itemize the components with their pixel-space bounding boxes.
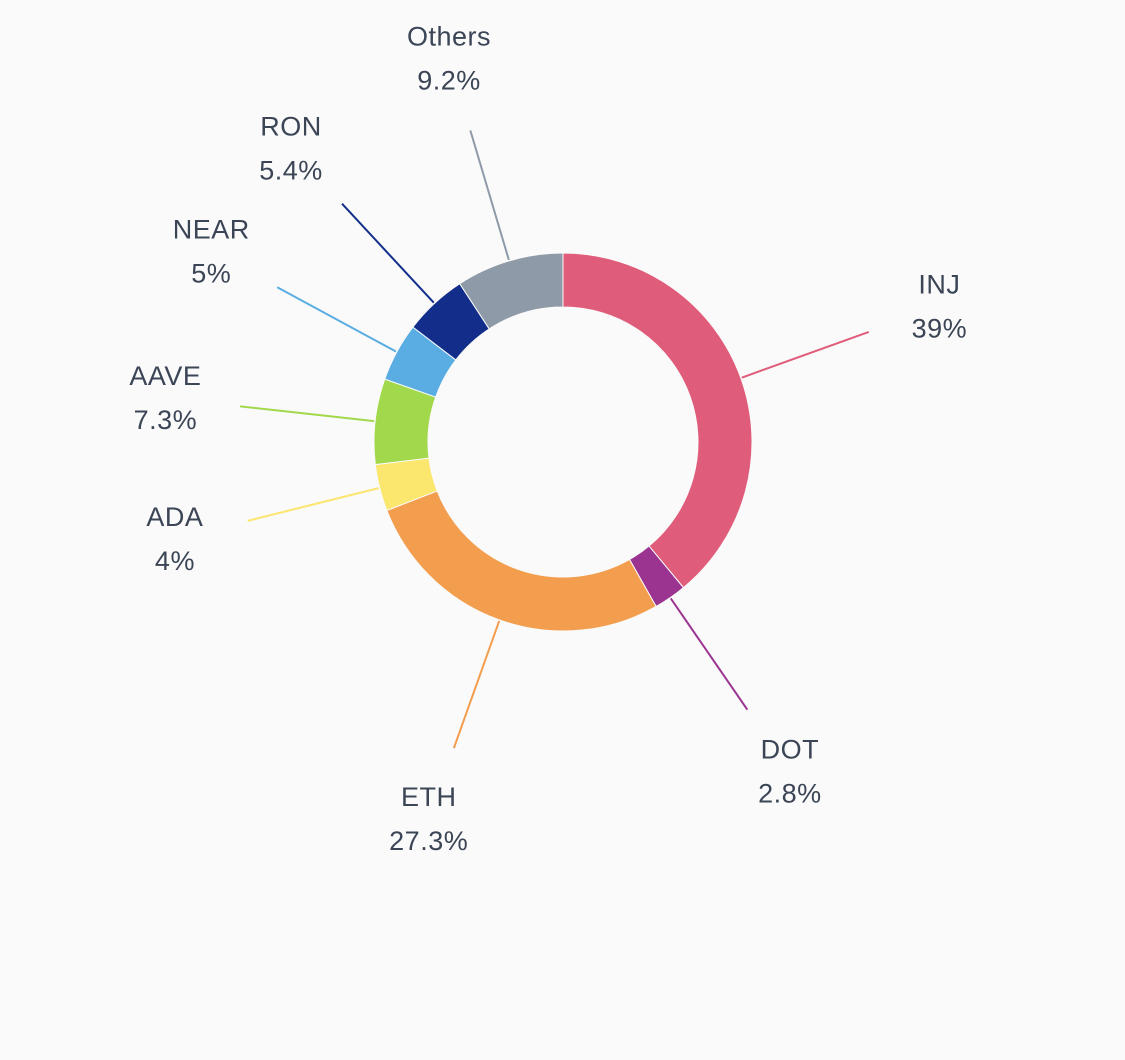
leader-line-near (276, 286, 397, 353)
label-value-others: 9.2% (417, 66, 481, 96)
label-value-inj: 39% (912, 314, 968, 344)
label-value-near: 5% (191, 259, 231, 289)
slice-eth[interactable] (386, 490, 657, 632)
leader-line-ada (247, 487, 379, 522)
leader-line-dot (669, 597, 749, 711)
leader-line-inj (741, 330, 870, 379)
label-name-eth: ETH (401, 782, 457, 812)
label-name-dot: DOT (761, 734, 820, 764)
slice-others[interactable] (459, 252, 564, 330)
label-value-ada: 4% (155, 546, 195, 576)
leader-lines (239, 130, 870, 749)
slice-inj[interactable] (562, 252, 753, 589)
label-name-near: NEAR (173, 215, 250, 245)
label-name-inj: INJ (918, 270, 960, 300)
leader-line-others (469, 130, 510, 261)
leader-line-aave (239, 405, 375, 423)
label-name-ron: RON (260, 112, 322, 142)
label-name-ada: ADA (146, 502, 203, 532)
label-name-others: Others (407, 22, 491, 52)
label-value-dot: 2.8% (758, 778, 822, 808)
label-value-ron: 5.4% (259, 156, 323, 186)
label-name-aave: AAVE (129, 361, 201, 391)
leader-line-eth (452, 620, 501, 749)
leader-line-ron (341, 203, 435, 304)
label-value-aave: 7.3% (134, 405, 198, 435)
slice-labels: INJ 39% DOT 2.8% ETH 27.3% ADA 4% AAVE 7.3% NEAR 5%… (129, 22, 968, 856)
donut-slices (373, 252, 753, 632)
label-value-eth: 27.3% (389, 826, 468, 856)
